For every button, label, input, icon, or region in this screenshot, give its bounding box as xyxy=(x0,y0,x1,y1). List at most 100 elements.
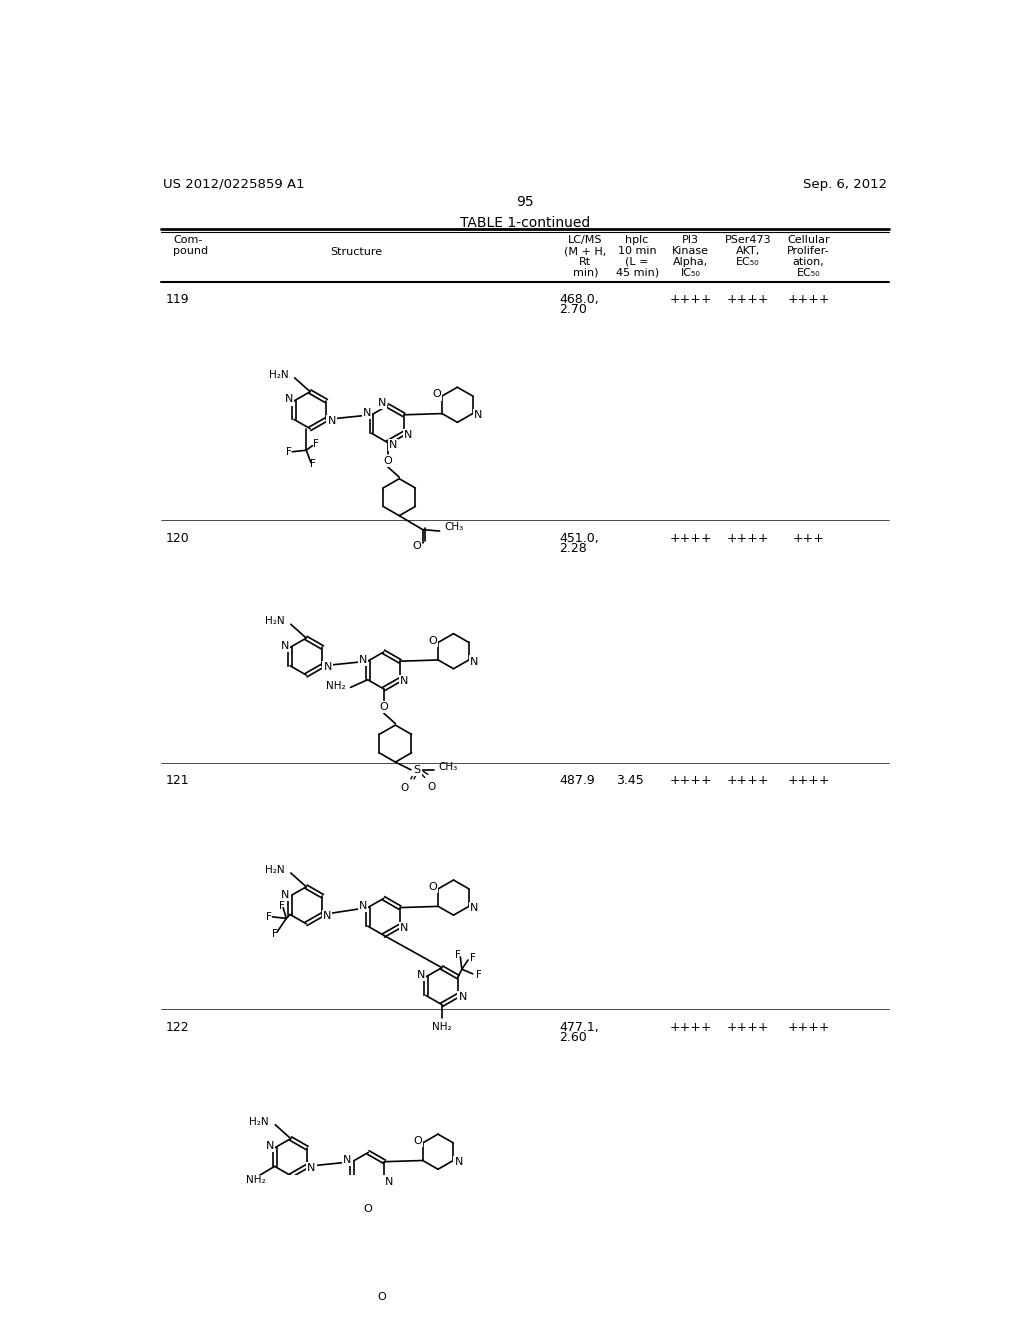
Text: F: F xyxy=(470,953,475,964)
Text: NH₂: NH₂ xyxy=(246,1175,265,1185)
Text: 3.45: 3.45 xyxy=(616,775,644,788)
Text: N: N xyxy=(285,395,293,404)
Text: N: N xyxy=(282,890,290,899)
Text: CH₃: CH₃ xyxy=(438,762,458,772)
Text: N: N xyxy=(404,430,413,440)
Text: 120: 120 xyxy=(165,532,189,545)
Text: Com-: Com- xyxy=(173,235,203,246)
Text: PSer473: PSer473 xyxy=(725,235,771,246)
Text: NH₂: NH₂ xyxy=(327,681,346,690)
Text: F: F xyxy=(309,459,315,469)
Text: O: O xyxy=(432,389,441,400)
Text: N: N xyxy=(459,991,467,1002)
Text: O: O xyxy=(378,1292,387,1303)
Text: ++++: ++++ xyxy=(787,1020,829,1034)
Text: 45 min): 45 min) xyxy=(615,268,658,277)
Text: N: N xyxy=(378,399,386,408)
Text: (M + H,: (M + H, xyxy=(564,246,606,256)
Text: O: O xyxy=(400,783,409,793)
Text: O: O xyxy=(413,1137,422,1146)
Text: 451.0,: 451.0, xyxy=(559,532,599,545)
Text: min): min) xyxy=(572,268,598,277)
Text: N: N xyxy=(417,970,425,981)
Text: O: O xyxy=(428,636,437,645)
Text: ++++: ++++ xyxy=(670,532,712,545)
Text: EC₅₀: EC₅₀ xyxy=(736,257,760,267)
Text: IC₅₀: IC₅₀ xyxy=(681,268,700,277)
Text: pound: pound xyxy=(173,246,208,256)
Text: (L =: (L = xyxy=(626,257,649,267)
Text: N: N xyxy=(400,923,409,933)
Text: O: O xyxy=(364,1204,373,1213)
Text: O: O xyxy=(428,882,437,892)
Text: Prolifer-: Prolifer- xyxy=(787,246,829,256)
Text: N: N xyxy=(281,640,289,651)
Text: N: N xyxy=(385,1176,393,1187)
Text: H₂N: H₂N xyxy=(268,370,289,380)
Text: F: F xyxy=(455,950,461,961)
Text: ++++: ++++ xyxy=(787,775,829,788)
Text: O: O xyxy=(412,541,421,552)
Text: PI3: PI3 xyxy=(682,235,699,246)
Text: CH₃: CH₃ xyxy=(444,523,464,532)
Text: F: F xyxy=(476,970,481,981)
Text: Sep. 6, 2012: Sep. 6, 2012 xyxy=(803,178,887,190)
Text: ++++: ++++ xyxy=(727,1020,769,1034)
Text: N: N xyxy=(328,416,336,426)
Text: N: N xyxy=(400,676,409,686)
Text: AKT,: AKT, xyxy=(736,246,760,256)
Text: 2.60: 2.60 xyxy=(559,1031,587,1044)
Text: EC₅₀: EC₅₀ xyxy=(797,268,820,277)
Text: Kinase: Kinase xyxy=(672,246,710,256)
Text: ++++: ++++ xyxy=(727,293,769,306)
Text: F: F xyxy=(279,902,285,911)
Text: 487.9: 487.9 xyxy=(559,775,595,788)
Text: 10 min: 10 min xyxy=(617,246,656,256)
Text: N: N xyxy=(362,408,371,418)
Text: ++++: ++++ xyxy=(670,775,712,788)
Text: N: N xyxy=(358,655,368,665)
Text: O: O xyxy=(383,455,392,466)
Text: H₂N: H₂N xyxy=(250,1117,269,1127)
Text: N: N xyxy=(307,1163,315,1173)
Text: N: N xyxy=(455,1158,463,1167)
Text: ++++: ++++ xyxy=(727,775,769,788)
Text: US 2012/0225859 A1: US 2012/0225859 A1 xyxy=(163,178,304,190)
Text: +++: +++ xyxy=(793,532,824,545)
Text: F: F xyxy=(266,912,272,921)
Text: Cellular: Cellular xyxy=(787,235,829,246)
Text: F: F xyxy=(312,440,318,449)
Text: 477.1,: 477.1, xyxy=(559,1020,599,1034)
Text: S: S xyxy=(414,764,421,775)
Text: H₂N: H₂N xyxy=(265,616,285,626)
Text: Structure: Structure xyxy=(331,247,383,256)
Text: 2.28: 2.28 xyxy=(559,543,587,554)
Text: Rt: Rt xyxy=(580,257,591,267)
Text: NH₂: NH₂ xyxy=(432,1022,452,1031)
Text: F: F xyxy=(287,446,292,457)
Text: 122: 122 xyxy=(165,1020,188,1034)
Text: ++++: ++++ xyxy=(670,293,712,306)
Text: 468.0,: 468.0, xyxy=(559,293,599,306)
Text: ++++: ++++ xyxy=(670,1020,712,1034)
Text: N: N xyxy=(343,1155,351,1166)
Text: H₂N: H₂N xyxy=(265,865,285,875)
Text: O: O xyxy=(427,781,435,792)
Text: O: O xyxy=(379,702,388,711)
Text: ++++: ++++ xyxy=(727,532,769,545)
Text: 119: 119 xyxy=(165,293,188,306)
Text: ++++: ++++ xyxy=(787,293,829,306)
Text: N: N xyxy=(266,1142,274,1151)
Text: N: N xyxy=(474,411,482,420)
Text: hplc: hplc xyxy=(626,235,649,246)
Text: Alpha,: Alpha, xyxy=(673,257,709,267)
Text: 95: 95 xyxy=(516,195,534,210)
Text: LC/MS: LC/MS xyxy=(568,235,602,246)
Text: N: N xyxy=(389,440,397,450)
Text: 2.70: 2.70 xyxy=(559,304,587,317)
Text: N: N xyxy=(323,911,331,921)
Text: N: N xyxy=(470,656,478,667)
Text: N: N xyxy=(324,663,332,672)
Text: ation,: ation, xyxy=(793,257,824,267)
Text: TABLE 1-continued: TABLE 1-continued xyxy=(460,216,590,230)
